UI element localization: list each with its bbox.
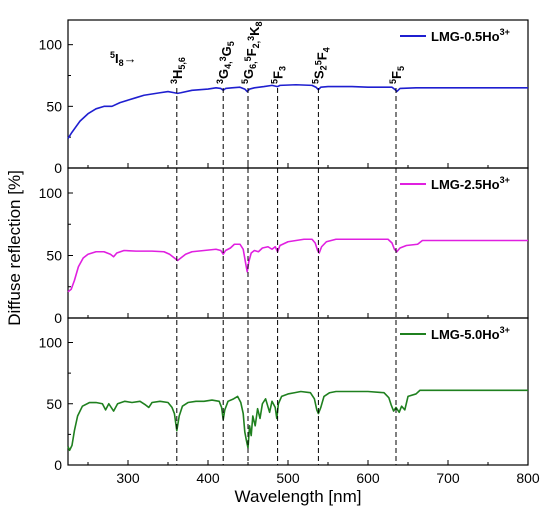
x-tick-label: 700	[436, 470, 460, 486]
legend-label: LMG-0.5Ho3+	[431, 27, 510, 44]
ground-state-label: 5I8→	[110, 50, 137, 68]
series-line	[67, 83, 528, 139]
x-axis-title: Wavelength [nm]	[235, 487, 362, 506]
x-tick-label: 500	[276, 470, 300, 486]
y-tick-label: 0	[54, 160, 62, 176]
y-tick-label: 0	[54, 457, 62, 473]
transition-label: 5F5	[388, 66, 406, 84]
y-tick-label: 50	[46, 98, 62, 114]
chart-panels: 0 50 100 LMG-0.5Ho3+ 0 50 100 LMG-2.5Ho3+ 0 50 100…	[39, 19, 540, 486]
panel-3: 0 50 100 LMG-5.0Ho3+	[39, 317, 529, 473]
y-tick-label: 50	[46, 248, 62, 264]
transition-label: 5F3	[270, 66, 288, 84]
x-tick-label: 300	[116, 470, 140, 486]
y-axis-title: Diffuse reflection [%]	[5, 170, 24, 326]
transition-label: 3G4,3G5	[215, 41, 236, 84]
y-tick-label: 100	[39, 37, 63, 53]
series-line	[67, 238, 528, 293]
x-tick-label: 400	[196, 470, 220, 486]
legend-label: LMG-5.0Ho3+	[431, 325, 510, 342]
series-line	[67, 389, 528, 452]
legend-label: LMG-2.5Ho3+	[431, 175, 510, 192]
y-tick-label: 100	[39, 185, 63, 201]
y-tick-label: 100	[39, 335, 63, 351]
y-tick-label: 0	[54, 310, 62, 326]
transition-label: 5G6,5F2,3K8	[240, 21, 264, 84]
panel-1: 0 50 100 LMG-0.5Ho3+	[39, 19, 529, 176]
y-tick-label: 50	[46, 396, 62, 412]
x-tick-label: 800	[516, 470, 540, 486]
transition-label: 5S25F4	[310, 47, 331, 84]
panel-2: 0 50 100 LMG-2.5Ho3+	[39, 167, 529, 326]
panel-frame	[67, 317, 529, 466]
transition-label: 3H5,6	[169, 57, 187, 84]
x-tick-label: 600	[356, 470, 380, 486]
